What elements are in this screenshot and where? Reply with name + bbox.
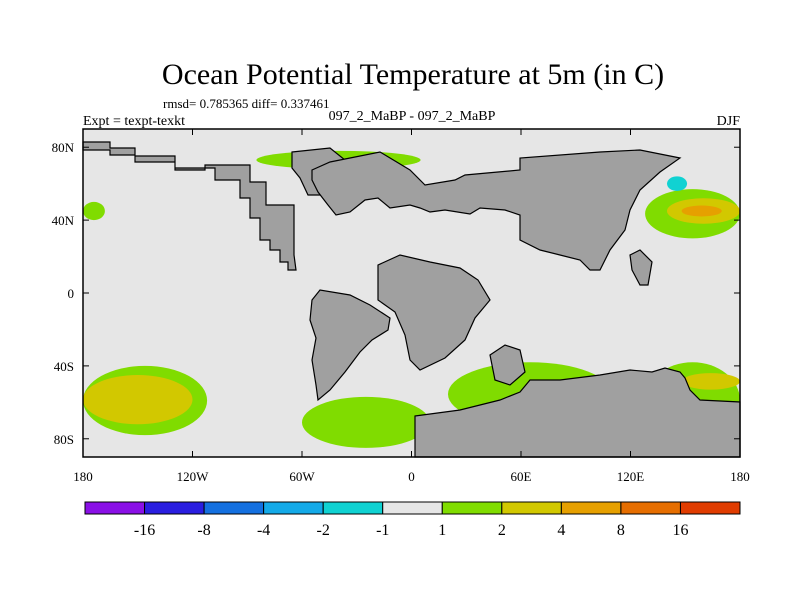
land-africa <box>377 254 491 371</box>
x-tick-label: 0 <box>408 469 415 484</box>
colorbar-swatch <box>501 501 562 515</box>
season-label: DJF <box>717 114 741 129</box>
colorbar-label: 16 <box>672 522 688 539</box>
colorbar-swatch <box>382 501 443 515</box>
colorbar: -16 -8 -4 -2 -1 1 2 4 8 16 <box>84 501 741 539</box>
land-islands <box>629 249 653 286</box>
y-tick-label: 80N <box>52 140 75 155</box>
colorbar-label: 8 <box>617 522 625 539</box>
x-tick-label: 60E <box>511 469 532 484</box>
colorbar-swatch <box>620 501 681 515</box>
colorbar-label: -8 <box>197 522 210 539</box>
y-tick-label: 40S <box>54 359 74 374</box>
anomaly-region <box>83 375 193 425</box>
y-axis: 80N 40N 0 40S 80S <box>52 140 740 447</box>
x-tick-label: 180 <box>73 469 93 484</box>
land-australia <box>489 344 526 386</box>
land-south-america <box>309 289 391 402</box>
x-tick-label: 120W <box>177 469 210 484</box>
colorbar-label: -2 <box>317 522 330 539</box>
anomaly-region <box>667 176 688 191</box>
y-tick-label: 80S <box>54 432 74 447</box>
colorbar-label: 2 <box>498 522 506 539</box>
colorbar-label: -16 <box>134 522 155 539</box>
land-north-america <box>82 141 297 271</box>
experiment-diff-label: 097_2_MaBP - 097_2_MaBP <box>329 109 496 124</box>
y-tick-label: 0 <box>68 286 75 301</box>
x-tick-label: 60W <box>289 469 315 484</box>
colorbar-swatch <box>144 501 205 515</box>
colorbar-swatch <box>263 501 324 515</box>
colorbar-label: 4 <box>557 522 565 539</box>
colorbar-swatch <box>560 501 622 515</box>
colorbar-swatch <box>679 501 741 515</box>
colorbar-label: 1 <box>438 522 446 539</box>
anomaly-region <box>302 396 430 448</box>
anomaly-region <box>83 201 105 221</box>
colorbar-swatch <box>441 501 503 515</box>
land-layer <box>82 141 741 458</box>
land-eurasia <box>311 149 682 271</box>
colorbar-swatch <box>203 501 265 515</box>
colorbar-swatch <box>84 501 146 515</box>
chart-title: Ocean Potential Temperature at 5m (in C) <box>162 58 664 91</box>
colorbar-swatch <box>322 501 384 515</box>
expt-label: Expt = texpt-texkt <box>83 114 185 129</box>
anomaly-region <box>681 205 722 217</box>
x-tick-label: 120E <box>617 469 645 484</box>
stats-line: rmsd= 0.785365 diff= 0.337461 <box>163 96 329 111</box>
anomaly-region <box>681 373 740 390</box>
y-tick-label: 40N <box>52 213 75 228</box>
colorbar-label: -4 <box>257 522 270 539</box>
colorbar-label: -1 <box>376 522 389 539</box>
x-tick-label: 180 <box>730 469 750 484</box>
x-axis: 180 120W 60W 0 60E 120E 180 <box>73 129 750 484</box>
